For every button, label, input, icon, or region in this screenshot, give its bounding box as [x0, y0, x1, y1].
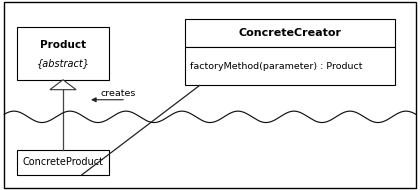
Polygon shape: [50, 80, 76, 90]
Text: Product: Product: [40, 40, 86, 50]
Bar: [17, 150, 109, 175]
Bar: [17, 27, 109, 80]
Text: {abstract}: {abstract}: [37, 58, 89, 68]
Bar: [185, 47, 395, 86]
Bar: [185, 19, 395, 47]
Text: creates: creates: [101, 89, 136, 98]
Text: ConcreteCreator: ConcreteCreator: [238, 28, 341, 38]
Text: ConcreteProduct: ConcreteProduct: [23, 158, 103, 167]
Text: factoryMethod(parameter) : Product: factoryMethod(parameter) : Product: [190, 62, 362, 71]
